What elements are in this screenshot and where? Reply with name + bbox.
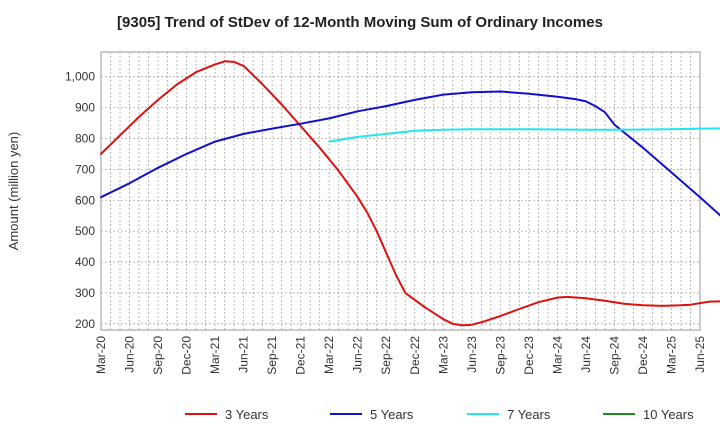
x-tick-label: Sep-23 <box>493 336 507 375</box>
x-tick-label: Dec-21 <box>294 336 308 375</box>
x-tick-label: Mar-20 <box>94 336 108 374</box>
x-tick-label: Sep-21 <box>265 336 279 375</box>
x-tick-label: Mar-22 <box>322 336 336 374</box>
series-line-7-years <box>328 127 720 143</box>
plot-area <box>100 51 701 331</box>
series-line-3-years <box>100 60 720 327</box>
x-tick-label: Dec-20 <box>180 336 194 375</box>
x-tick-label: Sep-22 <box>379 336 393 375</box>
x-tick-label: Jun-22 <box>351 336 365 373</box>
x-tick-label: Dec-22 <box>408 336 422 375</box>
y-tick-label: 500 <box>75 224 95 238</box>
x-tick-label: Dec-24 <box>636 336 650 375</box>
x-tick-label: Mar-21 <box>208 336 222 374</box>
y-axis-label: Amount (million yen) <box>6 132 21 251</box>
x-tick-label: Sep-20 <box>151 336 165 375</box>
y-tick-label: 700 <box>75 162 95 176</box>
chart-title: [9305] Trend of StDev of 12-Month Moving… <box>117 14 603 31</box>
x-tick-label: Jun-20 <box>123 336 137 373</box>
y-tick-label: 800 <box>75 131 95 145</box>
legend-label: 7 Years <box>507 407 551 422</box>
x-tick-label: Jun-21 <box>237 336 251 373</box>
y-tick-label: 300 <box>75 286 95 300</box>
x-tick-label: Jun-25 <box>693 336 707 373</box>
y-tick-label: 900 <box>75 101 95 115</box>
legend-label: 5 Years <box>370 407 414 422</box>
x-tick-label: Mar-25 <box>664 336 678 374</box>
y-tick-label: 1,000 <box>65 70 95 84</box>
y-tick-label: 400 <box>75 255 95 269</box>
x-tick-label: Jun-23 <box>465 336 479 373</box>
x-tick-label: Mar-24 <box>550 336 564 374</box>
x-tick-label: Dec-23 <box>522 336 536 375</box>
series-line-5-years <box>100 90 720 217</box>
legend-label: 10 Years <box>643 407 694 422</box>
y-tick-label: 600 <box>75 193 95 207</box>
x-tick-label: Mar-23 <box>436 336 450 374</box>
legend-label: 3 Years <box>225 407 269 422</box>
x-tick-label: Sep-24 <box>607 336 621 375</box>
y-tick-label: 200 <box>75 317 95 331</box>
x-tick-label: Jun-24 <box>579 336 593 373</box>
